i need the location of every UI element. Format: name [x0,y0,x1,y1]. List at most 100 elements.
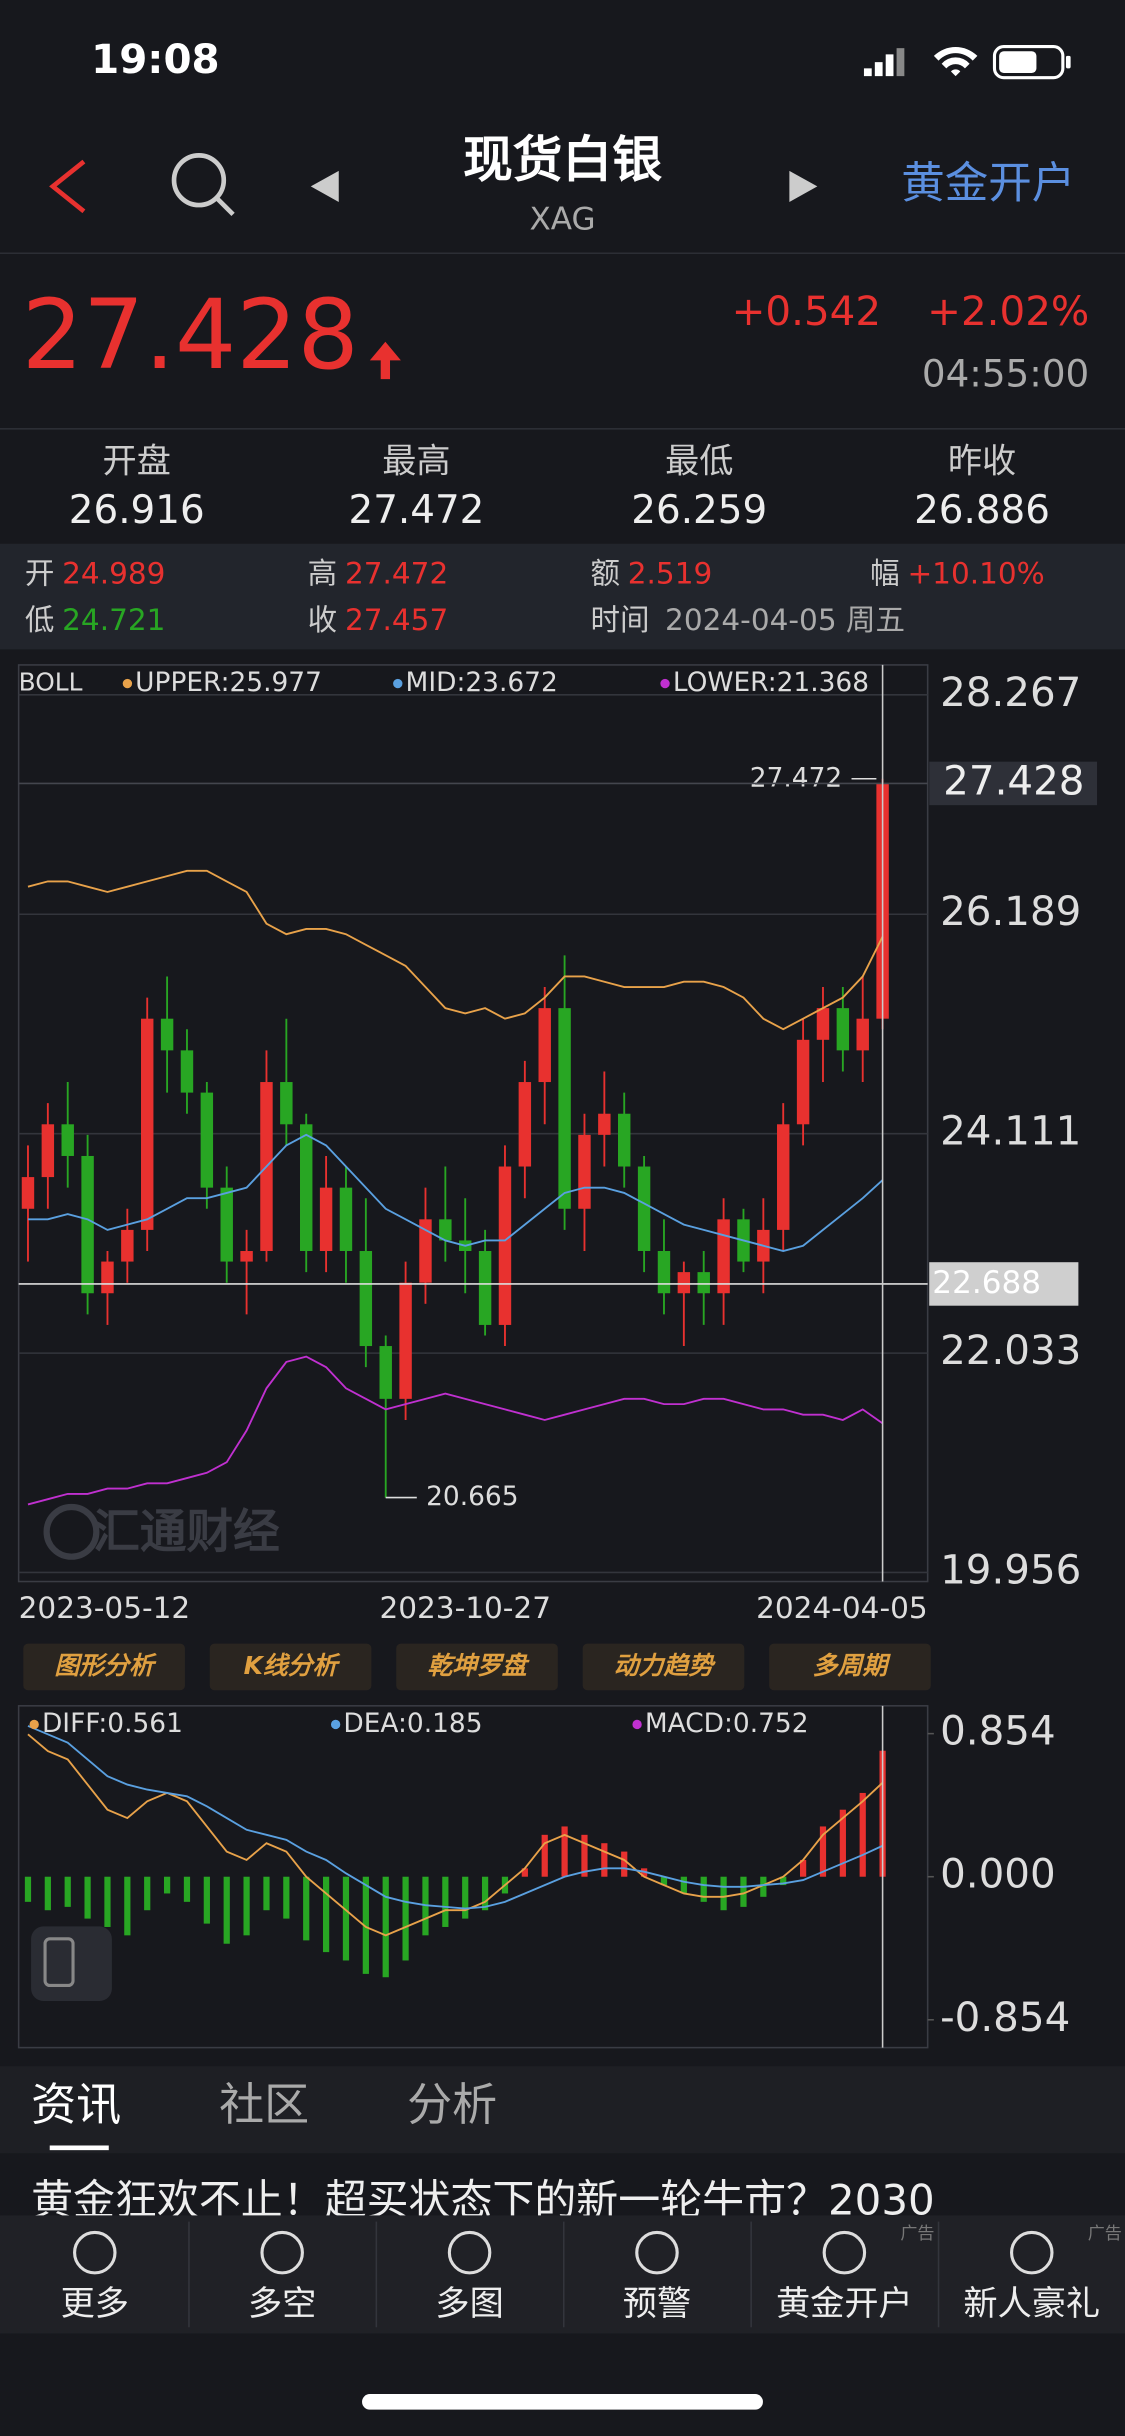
macd-bar [521,1868,528,1877]
ad-tag: 广告 [1088,2224,1122,2244]
tab[interactable]: 社区 [219,2078,309,2131]
tool-button[interactable] [23,1643,185,1691]
tool-button[interactable] [582,1643,745,1691]
candle-body [160,1018,174,1051]
candle-body [121,1229,134,1262]
tool-label: 乾坤罗盘 [427,1651,530,1680]
detail-label: 收 [308,603,338,637]
macd-bar [720,1876,727,1911]
next-button[interactable] [789,170,818,202]
low-label: 20.665 [426,1481,518,1512]
macd-bar [104,1876,111,1927]
legend-dot [122,678,133,689]
legend-label: LOWER:21.368 [673,667,869,698]
open-account[interactable]: 黄金开户 [901,159,1075,209]
candle-body [598,1113,611,1135]
macd-bar [183,1876,191,1902]
back-button[interactable] [49,159,86,214]
last-price-label: 27.428 [943,757,1084,804]
stat-value: 26.886 [914,488,1050,533]
macd-bar [700,1876,707,1902]
candle-body [220,1187,233,1262]
legend-dot [29,1719,39,1730]
candle-body [180,1050,194,1093]
crosshair-label: 22.688 [932,1265,1041,1301]
macd-bar [203,1876,210,1924]
macd-bar [740,1876,747,1907]
macd-bar [621,1851,628,1877]
ad-tag: 广告 [900,2224,934,2244]
candle-body [777,1124,790,1230]
y-tick-label: 28.267 [940,669,1081,716]
macd-bar [144,1876,151,1911]
subtitle: XAG [529,202,595,238]
nav-bar [0,2215,1125,2334]
y-tick-label: 0.000 [940,1851,1056,1898]
status-icons [863,45,1071,80]
status-time: 19:08 [91,36,220,83]
prev-button[interactable] [310,170,339,202]
candle-body [339,1187,353,1252]
y-tick-label: 22.033 [940,1327,1081,1374]
detail-label: 高 [308,556,338,590]
tool-button[interactable] [769,1643,931,1691]
y-tick-label: 0.854 [940,1708,1056,1755]
tab-bar [0,2066,1125,2154]
legend-label: DEA:0.185 [343,1708,482,1739]
nav-label[interactable]: 多空 [248,2284,316,2324]
indicator: BOLL [19,668,83,697]
candle-body [300,1124,313,1252]
detail-label: 低 [25,603,55,637]
macd-bar [243,1876,250,1936]
legend-dot [330,1719,341,1730]
watermark: 汇通财经 [93,1504,280,1558]
macd-bar [601,1843,608,1877]
candle-body [200,1092,214,1188]
macd-bar [382,1876,389,1978]
detail-label: 开 [25,556,55,590]
nav-icon [822,2230,867,2275]
tab[interactable]: 分析 [407,2078,497,2131]
macd-bar [780,1876,787,1886]
macd-bar [660,1876,668,1886]
nav-label[interactable]: 多图 [435,2284,503,2324]
stat-label: 开盘 [103,441,171,481]
macd-bar [342,1876,350,1961]
price: 27.428 [22,279,359,391]
candle-body [359,1251,373,1347]
stat-value: 26.916 [69,488,205,533]
tool-label: K线分析 [244,1651,341,1680]
candle-body [319,1187,333,1252]
nav-icon [260,2230,304,2275]
nav-icon [73,2230,117,2275]
detail: 开 24.989 高 27.472 额 2.519 幅 +10.10% 低 24… [25,556,1045,637]
nav-label[interactable]: 新人豪礼 [963,2284,1100,2324]
candle-body [439,1219,452,1241]
candle-body [81,1155,94,1294]
macd-line [27,1725,883,1910]
tool-button[interactable] [209,1643,372,1691]
tool-label: 图形分析 [54,1651,157,1680]
macd-bar [124,1876,131,1936]
search-button[interactable] [171,153,235,217]
stat-value: 26.259 [631,488,767,533]
boll-line [27,1133,884,1252]
tab[interactable]: 资讯 [31,2078,121,2131]
nav-label[interactable]: 更多 [61,2284,129,2324]
candle-body [856,1018,869,1051]
legend-label: DIFF:0.561 [42,1708,183,1739]
tool-button[interactable] [396,1643,558,1691]
macd-bar [84,1876,91,1919]
detail-value: 24.721 [62,603,165,637]
up-arrow [369,341,401,380]
nav-label[interactable]: 黄金开户 [776,2284,913,2324]
candle-body [637,1166,651,1252]
candle-body [379,1346,392,1399]
nav-label[interactable]: 预警 [623,2284,691,2324]
stat-label: 昨收 [948,441,1016,481]
macd-bar [223,1876,230,1944]
y-tick-label: 24.111 [940,1108,1081,1155]
y-tick-label: 19.956 [940,1546,1081,1593]
